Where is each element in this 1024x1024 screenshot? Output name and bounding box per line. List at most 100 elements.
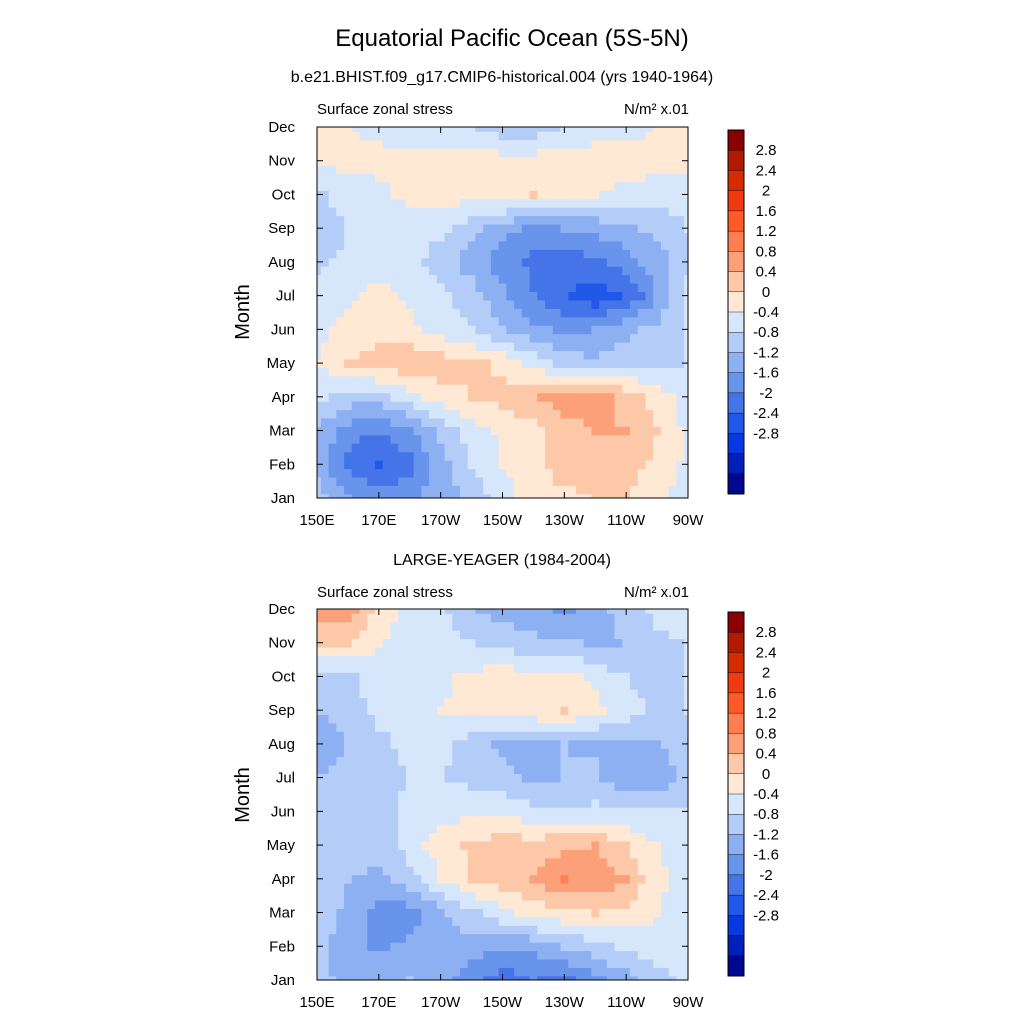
contour-cell — [568, 748, 577, 758]
contour-cell — [637, 249, 647, 259]
contour-cell — [421, 781, 430, 791]
contour-cell — [467, 942, 477, 952]
contour-cell — [467, 350, 477, 360]
contour-cell — [676, 274, 685, 284]
contour-cell — [336, 156, 345, 166]
contour-cell — [429, 190, 438, 200]
contour-cell — [668, 764, 678, 775]
contour-cell — [390, 148, 399, 158]
contour-cell — [583, 680, 592, 690]
contour-cell — [359, 891, 368, 901]
contour-cell — [398, 282, 407, 293]
contour-cell — [622, 739, 631, 749]
contour-cell — [676, 358, 685, 368]
contour-cell — [444, 291, 453, 301]
contour-cell — [599, 131, 608, 141]
contour-cell — [606, 883, 616, 893]
contour-cell — [413, 764, 422, 775]
contour-cell — [560, 392, 569, 402]
contour-cell — [444, 609, 453, 614]
contour-cell — [444, 148, 453, 158]
contour-cell — [320, 638, 330, 648]
contour-cell — [405, 609, 415, 614]
contour-cell — [552, 748, 562, 758]
contour-cell — [382, 832, 392, 842]
contour-cell — [653, 807, 662, 817]
contour-cell — [320, 933, 330, 943]
colorbar-box — [727, 692, 745, 714]
contour-cell — [483, 908, 492, 918]
contour-cell — [467, 722, 477, 732]
contour-cell — [514, 646, 523, 656]
contour-cell — [483, 190, 492, 200]
contour-cell — [560, 748, 569, 758]
contour-cell — [552, 908, 562, 918]
contour-cell — [374, 714, 384, 724]
contour-cell — [622, 409, 631, 419]
contour-cell — [575, 468, 585, 478]
contour-cell — [537, 493, 546, 498]
contour-cell — [344, 840, 353, 850]
contour-cell — [483, 680, 492, 690]
contour-cell — [591, 198, 600, 208]
contour-cell — [498, 299, 507, 309]
contour-cell — [467, 358, 477, 368]
contour-cell — [552, 417, 562, 427]
contour-cell — [606, 257, 616, 267]
contour-cell — [436, 257, 446, 267]
contour-cell — [444, 333, 453, 343]
contour-cell — [467, 908, 477, 918]
contour-cell — [467, 282, 477, 293]
contour-cell — [490, 756, 500, 766]
contour-cell — [545, 493, 554, 498]
contour-cell — [660, 638, 670, 648]
contour-cell — [614, 613, 623, 623]
contour-cell — [599, 925, 608, 935]
contour-cell — [599, 891, 608, 901]
contour-cell — [320, 815, 330, 825]
contour-cell — [459, 417, 469, 427]
contour-cell — [475, 942, 484, 952]
contour-cell — [382, 207, 392, 217]
contour-cell — [614, 748, 623, 758]
contour-cell — [452, 240, 461, 250]
contour-cell — [413, 832, 422, 842]
contour-cell — [614, 630, 623, 640]
contour-cell — [444, 232, 453, 242]
contour-cell — [599, 646, 608, 656]
contour-cell — [328, 139, 337, 149]
contour-cell — [552, 476, 562, 486]
contour-cell — [614, 127, 623, 132]
contour-cell — [328, 266, 337, 276]
contour-cell — [317, 764, 322, 775]
contour-cell — [328, 156, 337, 166]
contour-cell — [521, 638, 531, 648]
contour-cell — [514, 207, 523, 217]
contour-cell — [560, 375, 569, 385]
contour-cell — [599, 680, 608, 690]
contour-cell — [436, 933, 446, 943]
contour-cell — [660, 401, 670, 411]
contour-cell — [506, 434, 515, 444]
contour-cell — [645, 350, 654, 360]
contour-cell — [429, 443, 438, 453]
contour-cell — [660, 190, 670, 200]
contour-cell — [459, 655, 469, 665]
contour-cell — [514, 215, 523, 225]
contour-cell — [367, 148, 376, 158]
contour-cell — [359, 131, 368, 141]
contour-cell — [398, 409, 407, 419]
contour-cell — [560, 630, 569, 640]
contour-cell — [637, 672, 647, 682]
contour-cell — [660, 367, 670, 377]
contour-cell — [429, 367, 438, 377]
contour-cell — [382, 764, 392, 775]
contour-cell — [328, 417, 337, 427]
contour-cell — [374, 663, 384, 673]
contour-cell — [676, 756, 685, 766]
contour-cell — [498, 426, 507, 436]
contour-cell — [398, 434, 407, 444]
contour-cell — [645, 942, 654, 952]
contour-cell — [653, 164, 662, 174]
contour-cell — [660, 764, 670, 775]
